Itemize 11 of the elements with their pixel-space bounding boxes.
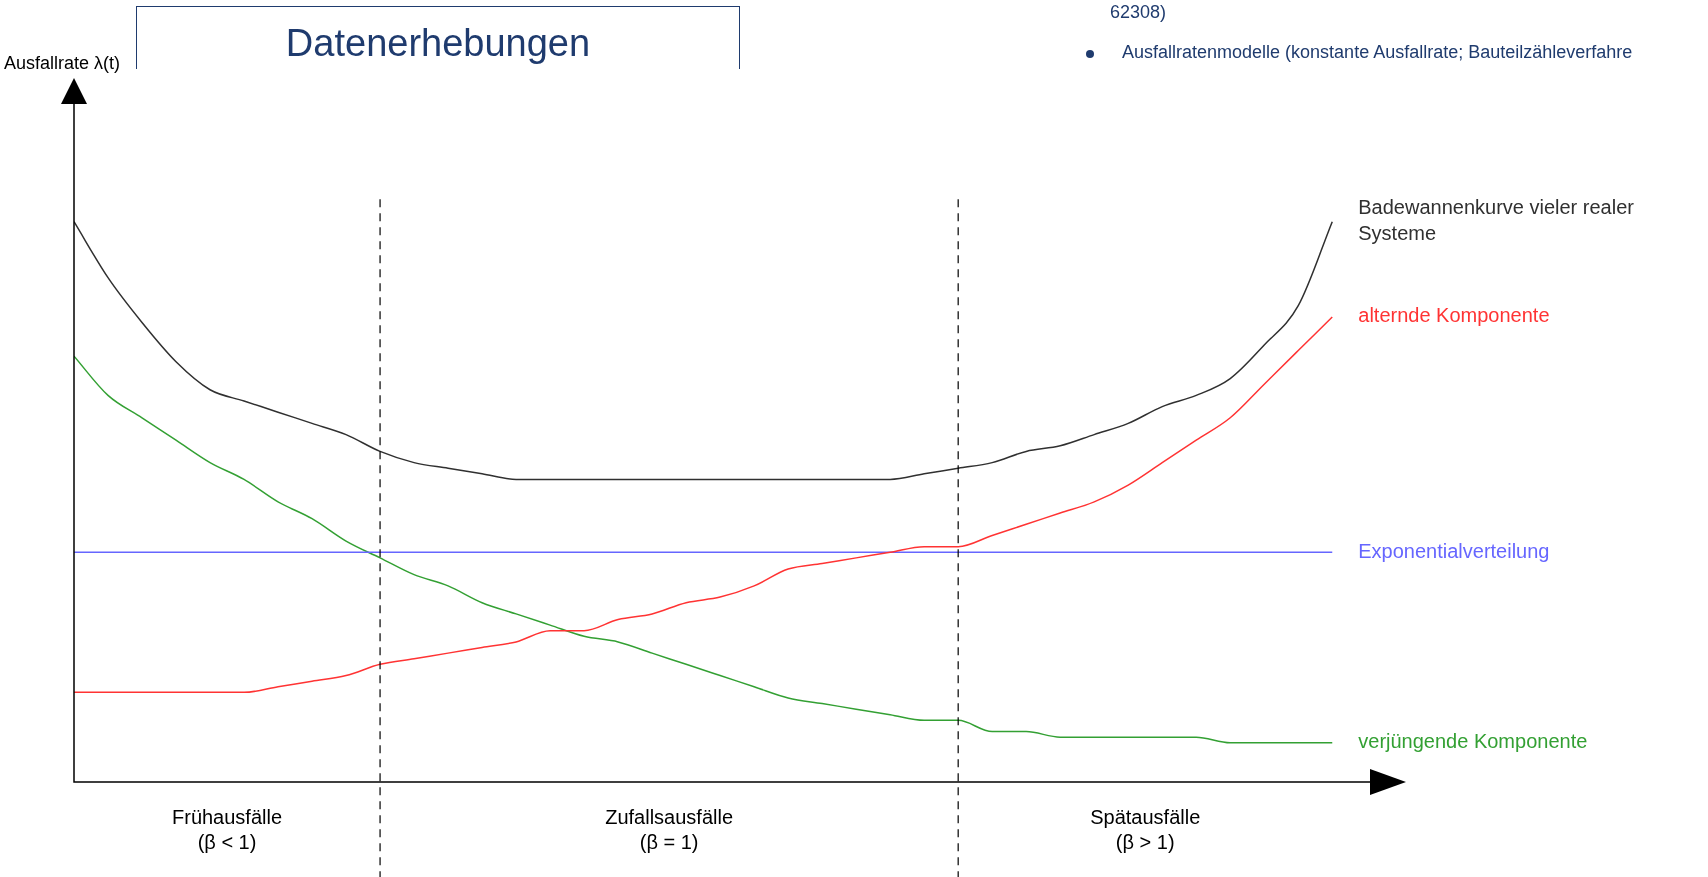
text: Spätausfälle (β > 1): [1090, 805, 1201, 853]
text: Ausfallratenmodelle (konstante Ausfallrate; Bauteilzähleverfahre: [1122, 42, 1633, 63]
text: Frühausfälle (β < 1): [172, 805, 283, 853]
text: 62308): [1110, 2, 1167, 23]
text: Zufallsausfälle (β = 1): [605, 805, 734, 853]
series-label: alternde Komponente: [1358, 304, 1550, 327]
series-label: Badewannenkurve vieler realer Systeme: [1358, 196, 1635, 245]
series-label: verjüngende Komponente: [1358, 730, 1588, 753]
text: Ausfallrate λ(t): [4, 52, 121, 73]
text: Datenerhebungen: [136, 6, 740, 69]
series-label: Exponentialverteilung: [1358, 539, 1550, 562]
